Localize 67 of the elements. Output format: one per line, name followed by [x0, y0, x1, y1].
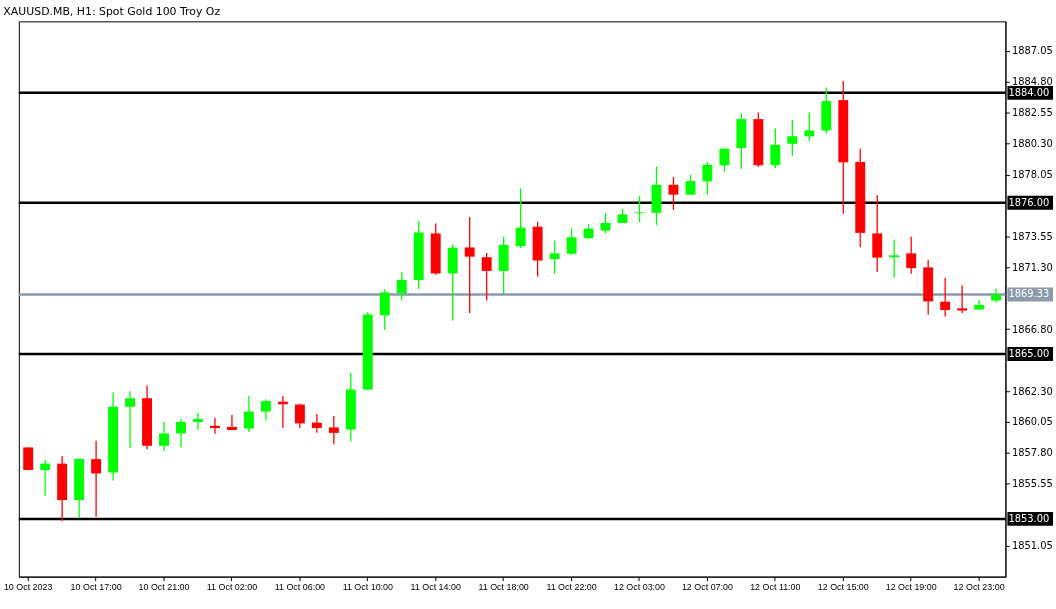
- candlestick: [940, 277, 951, 318]
- x-tick-label: 10 Oct 2023: [3, 582, 53, 593]
- candlestick: [396, 271, 407, 302]
- candlestick: [549, 240, 560, 275]
- candlestick: [23, 446, 34, 471]
- x-tick-label: 12 Oct 19:00: [885, 582, 937, 593]
- candlestick: [787, 119, 798, 157]
- candlestick: [600, 212, 611, 235]
- y-tick-label: 1880.30: [1011, 138, 1053, 150]
- x-tick-label: 11 Oct 22:00: [546, 582, 597, 593]
- x-tick-label: 10 Oct 21:00: [138, 582, 190, 593]
- y-tick-label: 1866.80: [1011, 323, 1053, 335]
- candlestick: [566, 227, 577, 256]
- candlestick: [40, 459, 51, 497]
- x-tick-label: 10 Oct 17:00: [70, 582, 122, 593]
- y-tick-label: 1882.55: [1011, 107, 1053, 119]
- candlestick: [481, 252, 492, 302]
- x-tick-label: 12 Oct 15:00: [817, 582, 869, 593]
- candlestick: [91, 440, 102, 518]
- ref-line-label: 1884.00: [1008, 86, 1050, 98]
- candlestick: [294, 402, 305, 429]
- candlestick: [668, 176, 679, 211]
- candlestick: [243, 395, 254, 433]
- candlestick: [906, 236, 917, 275]
- candlestick: [176, 418, 186, 448]
- candlestick: [210, 417, 220, 435]
- candlestick: [125, 390, 136, 449]
- x-tick-label: 11 Oct 14:00: [410, 582, 461, 593]
- candlestick: [702, 161, 713, 196]
- x-tick-label: 11 Oct 02:00: [206, 582, 258, 593]
- chart-title: XAUUSD.MB, H1: Spot Gold 100 Troy Oz: [3, 5, 221, 19]
- y-tick-label: 1878.05: [1011, 169, 1053, 181]
- y-tick-label: 1857.80: [1011, 447, 1053, 459]
- candlestick: [260, 398, 271, 422]
- candlestick: [770, 127, 781, 169]
- y-tick-label: 1851.05: [1011, 540, 1053, 552]
- candlestick: [957, 284, 968, 314]
- y-tick-label: 1887.05: [1011, 45, 1053, 57]
- candlestick: [464, 216, 475, 314]
- ref-line-label: 1876.00: [1008, 196, 1050, 208]
- candlestick: [226, 414, 237, 431]
- x-tick-label: 12 Oct 03:00: [613, 582, 666, 593]
- candlestick: [889, 239, 900, 279]
- ref-line-label: 1869.33: [1008, 288, 1050, 300]
- y-tick-label: 1884.80: [1011, 76, 1053, 88]
- candlestick: [159, 421, 169, 452]
- y-tick-label: 1862.30: [1011, 385, 1053, 397]
- candlestick: [804, 111, 815, 142]
- candlestick: [328, 415, 339, 445]
- x-tick-label: 11 Oct 18:00: [478, 582, 529, 593]
- candlestick: [685, 174, 696, 196]
- x-tick-label: 12 Oct 07:00: [681, 582, 733, 593]
- x-tick-label: 11 Oct 10:00: [342, 582, 394, 593]
- y-tick-label: 1871.30: [1011, 261, 1053, 273]
- y-tick-label: 1860.05: [1011, 416, 1053, 428]
- y-tick-label: 1855.55: [1011, 478, 1053, 490]
- candlestick: [634, 195, 645, 223]
- y-tick-label: 1873.55: [1011, 230, 1053, 242]
- ref-line-label: 1865.00: [1008, 347, 1050, 359]
- candlestick: [193, 412, 203, 431]
- candlestick: [515, 187, 526, 249]
- candlestick: [311, 413, 322, 434]
- candlestick: [379, 288, 390, 331]
- x-tick-label: 12 Oct 23:00: [953, 582, 1005, 593]
- x-tick-label: 11 Oct 06:00: [274, 582, 326, 593]
- x-tick-label: 12 Oct 11:00: [750, 582, 801, 593]
- ref-line-label: 1853.00: [1008, 512, 1050, 524]
